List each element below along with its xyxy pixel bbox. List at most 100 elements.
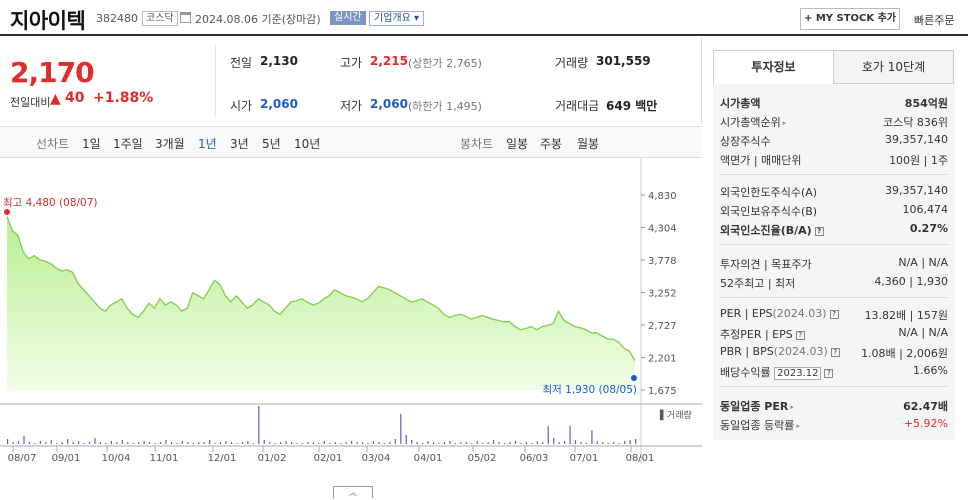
help-icon: ? xyxy=(824,369,834,378)
tab-daily[interactable]: 일봉 xyxy=(506,137,529,151)
y-tick-label: 2,727 xyxy=(648,321,677,332)
volume-bar xyxy=(564,441,566,444)
volume-bar xyxy=(465,442,467,444)
price-chart[interactable]: 4,830 4,304 3,778 3,252 2,727 2,201 1,675 최고 4,… xyxy=(0,158,702,500)
stock-code: 382480 xyxy=(96,12,138,25)
y-tick-label: 3,778 xyxy=(648,256,677,267)
row-foreign-ratio[interactable]: 외국인소진율(B/A)? 0.27% xyxy=(720,222,948,237)
company-info-dropdown[interactable]: 기업개요 ▾ xyxy=(369,11,425,26)
tab-3y[interactable]: 3년 xyxy=(230,137,249,151)
x-tick-label: 11/01 xyxy=(150,453,179,464)
tab-1d[interactable]: 1일 xyxy=(82,137,101,151)
volume-bar xyxy=(569,426,571,444)
tab-weekly[interactable]: 주봉 xyxy=(540,137,563,151)
volume-bar xyxy=(72,442,74,444)
volume-value: 301,559 xyxy=(596,54,651,68)
volume-bar xyxy=(296,443,298,444)
volume-bar xyxy=(629,440,631,444)
volume-bar xyxy=(520,443,522,444)
x-tick-label: 08/07 xyxy=(8,453,37,464)
volume-bar xyxy=(329,443,331,444)
divider xyxy=(720,386,948,387)
tab-invest-info[interactable]: 투자정보 xyxy=(713,50,834,84)
volume-bar xyxy=(110,441,112,444)
volume-bar xyxy=(574,440,577,444)
tab-1y[interactable]: 1년 xyxy=(198,137,217,151)
row-per[interactable]: PER | EPS(2024.03)? 13.82배 | 157원 xyxy=(720,307,948,322)
high-value: 2,215 xyxy=(370,54,408,68)
row-est-per[interactable]: 추정PER | EPS? N/A | N/A xyxy=(720,326,948,341)
volume-bar xyxy=(394,439,396,444)
prev-close-label: 전일 xyxy=(230,56,253,70)
volume-bar xyxy=(148,442,151,444)
volume-bar xyxy=(443,442,446,444)
line-chart-label: 선차트 xyxy=(36,137,70,151)
divider xyxy=(720,174,948,175)
tab-3m[interactable]: 3개월 xyxy=(155,137,185,151)
chart-period-tabs: 선차트 1일 1주일 3개월 1년 3년 5년 10년 봉차트 일봉 주봉 월봉 xyxy=(0,126,702,158)
tab-5y[interactable]: 5년 xyxy=(262,137,281,151)
y-tick-label: 4,304 xyxy=(648,224,677,235)
price-summary: 2,170 전일대비 ▲ 40 +1.88% 전일 2,130 고가 2,215… xyxy=(0,38,702,124)
realtime-badge[interactable]: 실시간 xyxy=(330,11,366,25)
x-tick-label: 07/01 xyxy=(570,453,599,464)
volume-bar xyxy=(105,443,107,444)
row-market-cap: 시가총액 854억원 xyxy=(720,97,948,110)
volume-bar xyxy=(345,442,347,444)
volume-bar xyxy=(198,442,200,444)
tab-orderbook[interactable]: 호가 10단계 xyxy=(833,50,954,84)
volume-bar xyxy=(307,442,309,444)
row-52week: 52주최고 | 최저 4,360 | 1,930 xyxy=(720,275,948,290)
tab-1w[interactable]: 1주일 xyxy=(113,137,143,151)
min-marker xyxy=(631,375,637,381)
row-pbr[interactable]: PBR | BPS(2024.03)? 1.08배 | 2,006원 xyxy=(720,345,948,360)
volume-bar xyxy=(176,443,178,444)
volume-bar xyxy=(361,442,364,444)
divider xyxy=(720,297,948,298)
max-marker xyxy=(4,209,10,215)
calendar-icon xyxy=(180,12,191,23)
min-label: 최저 1,930 (08/05) xyxy=(542,384,637,396)
y-tick-label: 1,675 xyxy=(648,386,677,397)
invest-info-body: 시가총액 854억원 시가총액순위 ▸ 코스닥 836위 상장주식수 39,357,14… xyxy=(713,84,955,440)
volume-bar xyxy=(536,441,538,444)
volume-bar xyxy=(99,442,102,444)
row-shares: 상장주식수 39,357,140 xyxy=(720,133,948,148)
volume-bar xyxy=(165,440,167,444)
volume-bar xyxy=(613,442,615,444)
volume-bar xyxy=(389,442,391,444)
row-dividend[interactable]: 배당수익률 2023.12? 1.66% xyxy=(720,364,948,380)
volume-bar xyxy=(247,441,249,444)
caret-right-icon: ▸ xyxy=(782,119,787,127)
candle-chart-label: 봉차트 xyxy=(460,137,494,151)
chart-expand-handle[interactable]: ︿ xyxy=(333,486,373,498)
volume-bar xyxy=(258,406,260,444)
volume-bar xyxy=(372,441,375,444)
volume-bar xyxy=(618,443,620,444)
volume-bar xyxy=(503,443,506,444)
volume-bar xyxy=(312,442,315,444)
volume-bar xyxy=(585,443,588,444)
add-mystock-button[interactable]: + MY STOCK 추가 xyxy=(800,8,900,30)
volume-bar xyxy=(94,438,96,444)
prev-close-value: 2,130 xyxy=(260,54,298,68)
volume-bar xyxy=(274,443,276,444)
row-sector-per[interactable]: 동일업종 PER ▸ 62.47배 xyxy=(720,400,948,413)
tab-monthly[interactable]: 월봉 xyxy=(577,137,600,151)
volume-bar xyxy=(580,442,582,444)
volume-bar xyxy=(411,440,413,444)
row-rank[interactable]: 시가총액순위 ▸ 코스닥 836위 xyxy=(720,116,948,129)
lower-limit: (하한가 1,495) xyxy=(408,100,482,113)
x-tick-label: 05/02 xyxy=(468,453,497,464)
volume-bar xyxy=(121,440,123,444)
volume-bar xyxy=(378,442,380,444)
volume-bar xyxy=(487,442,489,444)
row-sector-change[interactable]: 동일업종 등락률 ▸ +5.92% xyxy=(720,417,948,432)
volume-bar xyxy=(17,441,20,444)
quick-order-link[interactable]: 빠른주문 xyxy=(914,14,955,27)
price-line xyxy=(6,216,636,361)
tab-10y[interactable]: 10년 xyxy=(294,137,321,151)
volume-bar xyxy=(39,441,41,444)
change-value: 40 xyxy=(65,90,85,106)
volume-bar xyxy=(192,443,194,444)
